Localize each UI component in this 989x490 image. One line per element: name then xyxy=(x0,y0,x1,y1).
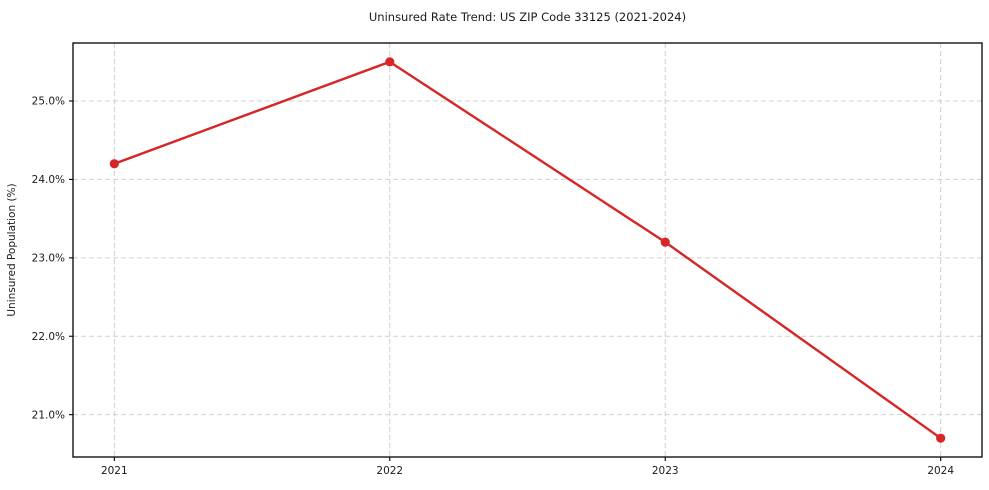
y-tick-label: 22.0% xyxy=(32,331,65,343)
trend-line xyxy=(113,60,942,440)
chart-title: Uninsured Rate Trend: US ZIP Code 33125 … xyxy=(369,10,686,24)
y-axis-label: Uninsured Population (%) xyxy=(6,183,18,316)
axis-ticks-group: 2021 2022 2023 2024 21.0% 22.0% 23.0% 24.0% 25.0… xyxy=(32,96,955,477)
x-tick-label: 2023 xyxy=(652,465,679,477)
data-series-group xyxy=(109,57,946,443)
y-tick-label: 21.0% xyxy=(32,409,65,421)
data-point xyxy=(385,57,395,67)
data-point xyxy=(936,433,946,443)
y-tick-label: 23.0% xyxy=(32,253,65,265)
data-point xyxy=(109,159,119,169)
plot-border xyxy=(72,42,983,458)
y-tick-label: 25.0% xyxy=(32,96,65,108)
x-tick-label: 2022 xyxy=(376,465,403,477)
gridlines-group xyxy=(73,43,982,457)
x-tick-label: 2024 xyxy=(927,465,954,477)
y-tick-label: 24.0% xyxy=(32,174,65,186)
x-tick-label: 2021 xyxy=(101,465,128,477)
plot-border-group xyxy=(72,42,983,458)
data-point xyxy=(660,237,670,247)
